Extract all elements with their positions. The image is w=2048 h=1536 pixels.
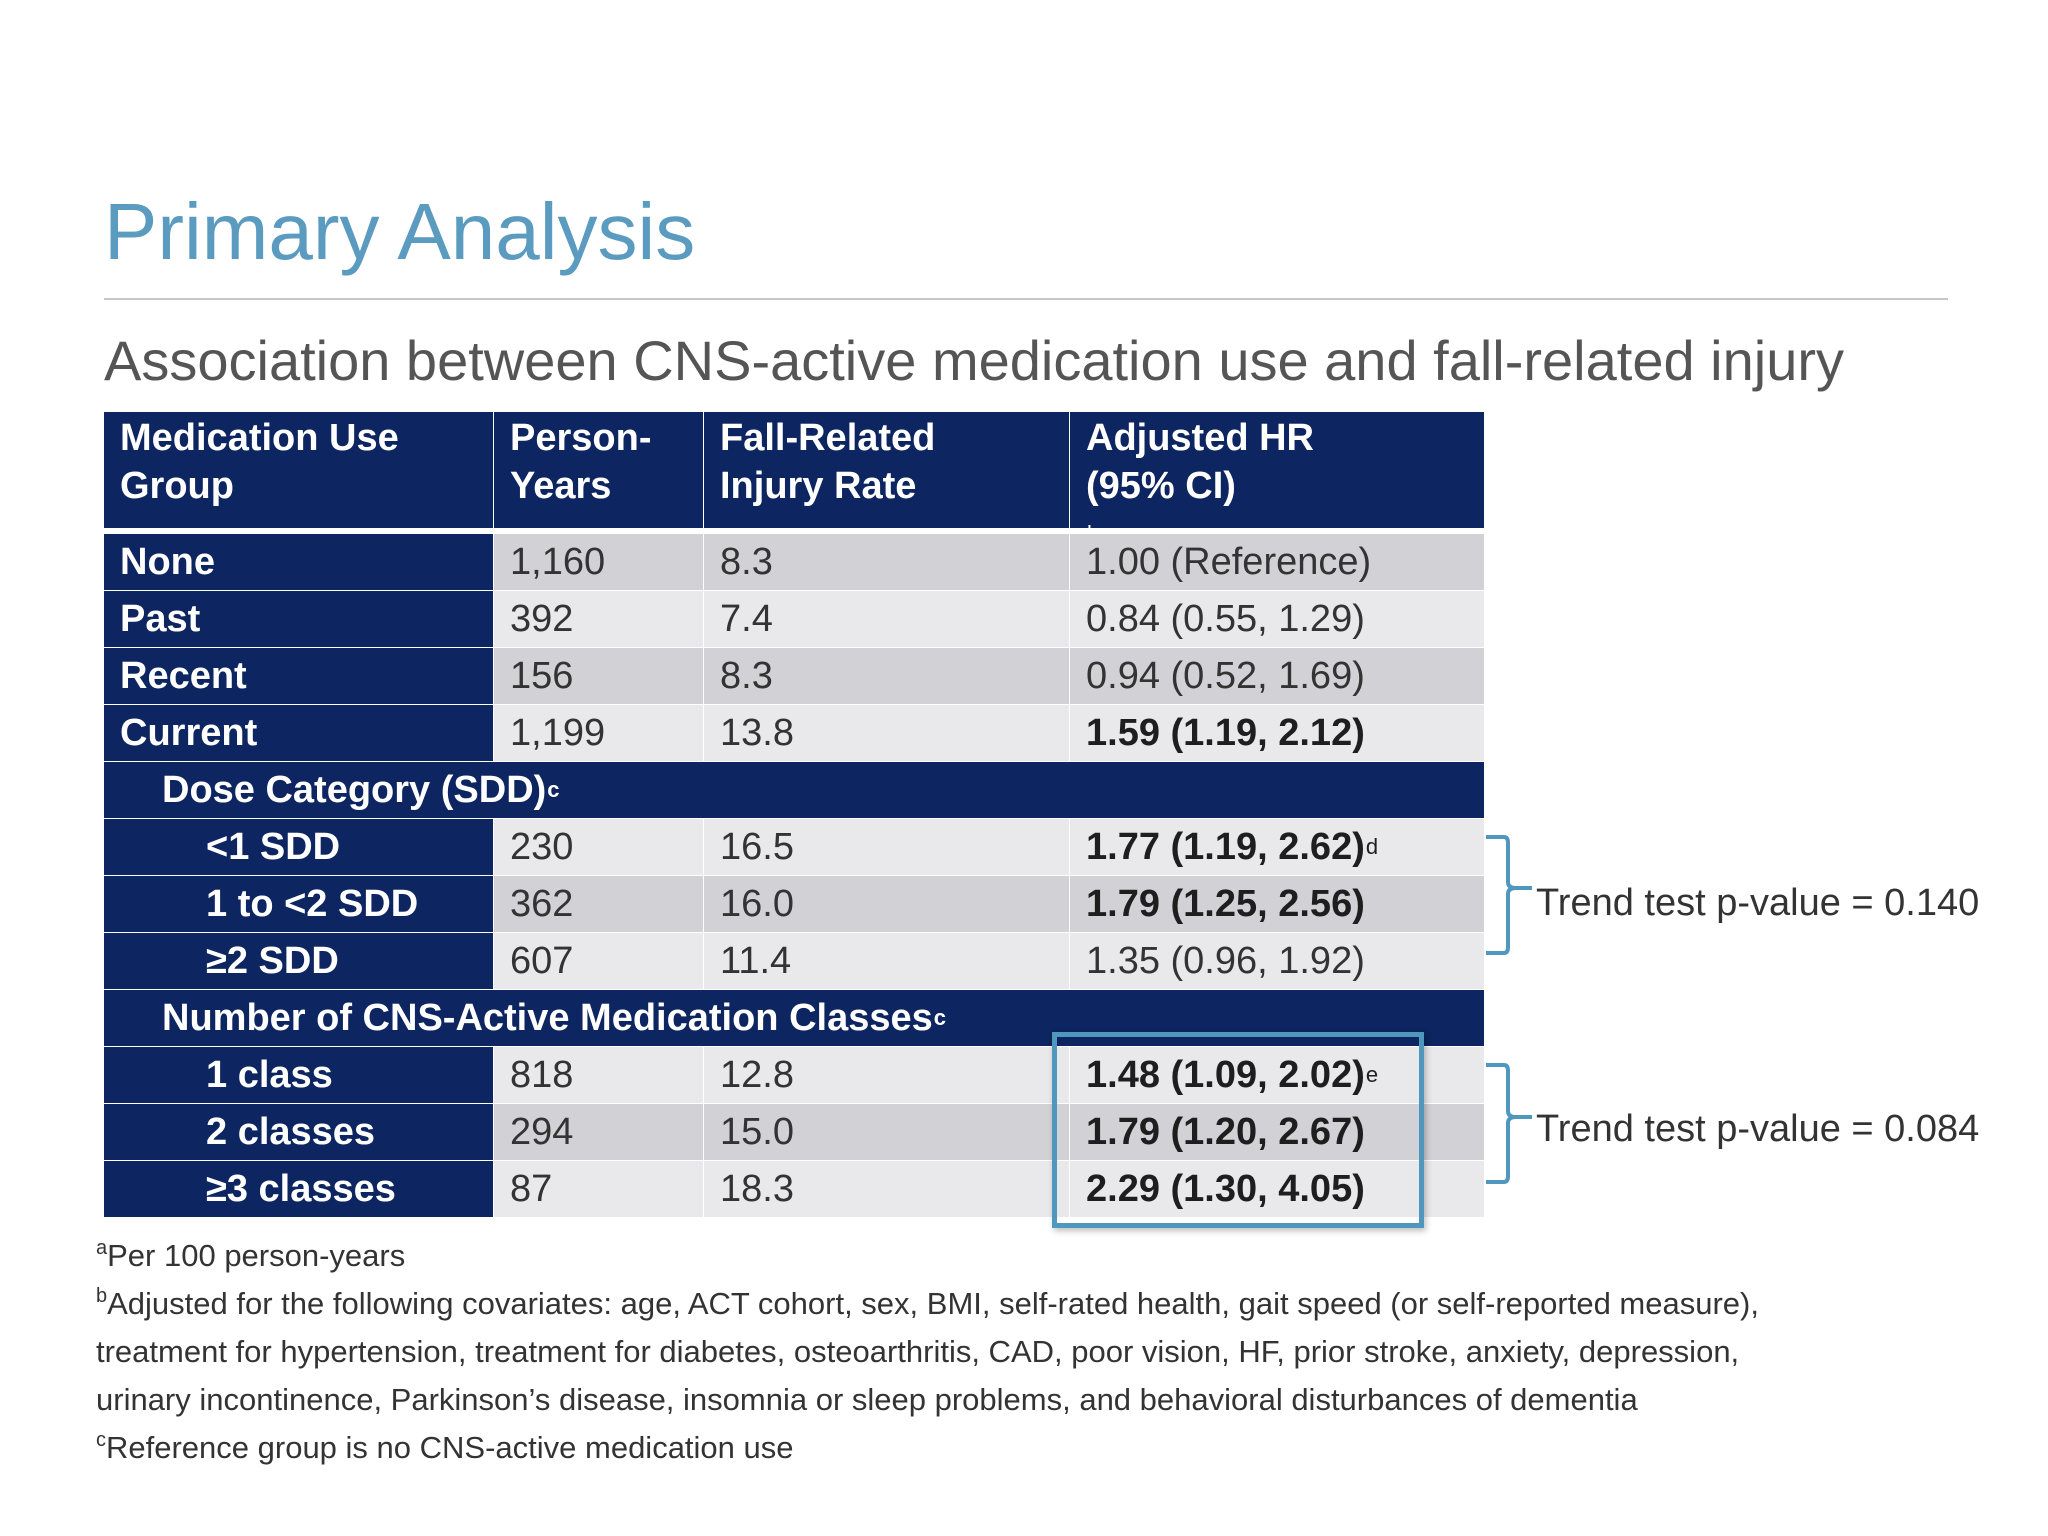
section-label: Dose Category (SDD) c — [104, 762, 1484, 818]
section-header-dose: Dose Category (SDD) c — [104, 762, 1484, 818]
table-row: Past 392 7.4 0.84 (0.55, 1.29) — [104, 591, 1484, 647]
footnote: aPer 100 person-years — [96, 1237, 406, 1273]
table-row: 1 class 818 12.8 1.48 (1.09, 2.02) e — [104, 1047, 1484, 1103]
injury-rate-cell: 11.4 — [704, 933, 1069, 989]
injury-rate-cell: 15.0 — [704, 1104, 1069, 1160]
hazard-ratio-cell: 1.59 (1.19, 2.12) — [1070, 705, 1484, 761]
person-years-cell: 1,160 — [494, 534, 703, 590]
header-person-years: Person- Years — [494, 412, 703, 528]
row-group-label: ≥2 SDD — [104, 933, 493, 989]
person-years-cell: 392 — [494, 591, 703, 647]
row-group-label: Past — [104, 591, 493, 647]
header-adjusted-hr: Adjusted HR(95% CI)b — [1070, 412, 1484, 546]
hazard-ratio-cell: 1.48 (1.09, 2.02) e — [1070, 1047, 1484, 1103]
footnote: urinary incontinence, Parkinson’s diseas… — [96, 1382, 1638, 1417]
header-medication-group: Medication Use Group — [104, 412, 493, 528]
hazard-ratio-cell: 0.94 (0.52, 1.69) — [1070, 648, 1484, 704]
class-trend-bracket — [1486, 1063, 1532, 1184]
table-row: None 1,160 8.3 1.00 (Reference) — [104, 534, 1484, 590]
person-years-cell: 1,199 — [494, 705, 703, 761]
results-table: Medication Use Group Person- Years Fall-Re… — [104, 412, 1484, 1218]
section-header-classes: Number of CNS-Active Medication Classes c — [104, 990, 1484, 1046]
injury-rate-cell: 16.0 — [704, 876, 1069, 932]
person-years-cell: 156 — [494, 648, 703, 704]
row-group-label: 1 to <2 SDD — [104, 876, 493, 932]
highlight-box — [1052, 1032, 1424, 1228]
table-row: ≥2 SDD 607 11.4 1.35 (0.96, 1.92) — [104, 933, 1484, 989]
hazard-ratio-cell: 1.00 (Reference) — [1070, 534, 1484, 590]
section-label: Number of CNS-Active Medication Classes c — [104, 990, 1484, 1046]
person-years-cell: 87 — [494, 1161, 703, 1217]
hazard-ratio-cell: 1.79 (1.25, 2.56) — [1070, 876, 1484, 932]
person-years-cell: 230 — [494, 819, 703, 875]
injury-rate-cell: 16.5 — [704, 819, 1069, 875]
injury-rate-cell: 8.3 — [704, 648, 1069, 704]
table-header-row: Medication Use Group Person- Years Fall-Re… — [104, 412, 1484, 546]
row-group-label: 2 classes — [104, 1104, 493, 1160]
table-row: 1 to <2 SDD 362 16.0 1.79 (1.25, 2.56) — [104, 876, 1484, 932]
table-row: Current 1,199 13.8 1.59 (1.19, 2.12) — [104, 705, 1484, 761]
person-years-cell: 818 — [494, 1047, 703, 1103]
title-divider — [104, 298, 1948, 300]
person-years-cell: 294 — [494, 1104, 703, 1160]
footnote: treatment for hypertension, treatment fo… — [96, 1334, 1740, 1369]
injury-rate-cell: 18.3 — [704, 1161, 1069, 1217]
row-group-label: Recent — [104, 648, 493, 704]
table-row: <1 SDD 230 16.5 1.77 (1.19, 2.62) d — [104, 819, 1484, 875]
row-group-label: <1 SDD — [104, 819, 493, 875]
footnotes: aPer 100 person-years bAdjusted for the … — [96, 1228, 1976, 1468]
slide-title: Primary Analysis — [104, 187, 696, 276]
hazard-ratio-cell: 2.29 (1.30, 4.05) — [1070, 1161, 1484, 1217]
injury-rate-cell: 7.4 — [704, 591, 1069, 647]
injury-rate-cell: 13.8 — [704, 705, 1069, 761]
table-row: 2 classes 294 15.0 1.79 (1.20, 2.67) — [104, 1104, 1484, 1160]
slide-subtitle: Association between CNS-active medicatio… — [104, 329, 1844, 392]
footnote: bAdjusted for the following covariates: … — [96, 1285, 1759, 1321]
table-row: Recent 156 8.3 0.94 (0.52, 1.69) — [104, 648, 1484, 704]
person-years-cell: 607 — [494, 933, 703, 989]
row-group-label: None — [104, 534, 493, 590]
hazard-ratio-cell: 1.79 (1.20, 2.67) — [1070, 1104, 1484, 1160]
dose-trend-test-label: Trend test p-value = 0.140 — [1536, 882, 1980, 924]
injury-rate-cell: 8.3 — [704, 534, 1069, 590]
dose-trend-bracket — [1486, 835, 1532, 955]
footnote: cReference group is no CNS-active medica… — [96, 1429, 794, 1465]
hazard-ratio-cell: 1.35 (0.96, 1.92) — [1070, 933, 1484, 989]
row-group-label: 1 class — [104, 1047, 493, 1103]
trend-brackets — [1486, 835, 1532, 1184]
class-trend-test-label: Trend test p-value = 0.084 — [1536, 1108, 1980, 1150]
table-row: ≥3 classes 87 18.3 2.29 (1.30, 4.05) — [104, 1161, 1484, 1217]
row-group-label: ≥3 classes — [104, 1161, 493, 1217]
person-years-cell: 362 — [494, 876, 703, 932]
hazard-ratio-cell: 0.84 (0.55, 1.29) — [1070, 591, 1484, 647]
hazard-ratio-cell: 1.77 (1.19, 2.62) d — [1070, 819, 1484, 875]
injury-rate-cell: 12.8 — [704, 1047, 1069, 1103]
row-group-label: Current — [104, 705, 493, 761]
